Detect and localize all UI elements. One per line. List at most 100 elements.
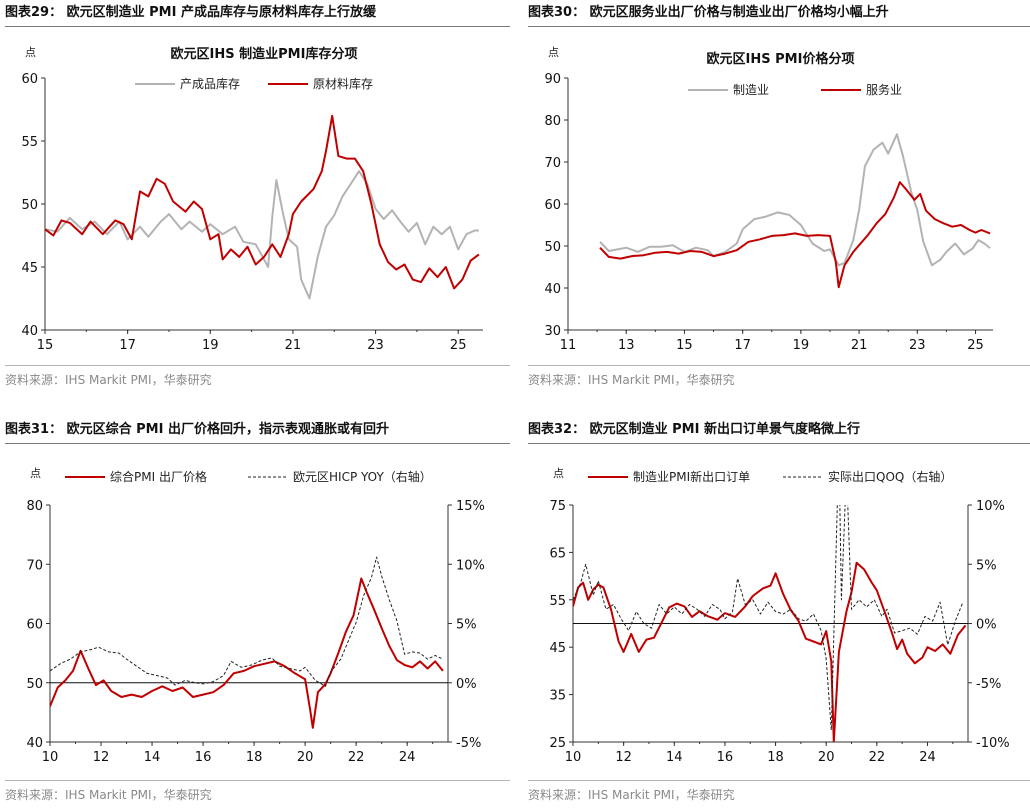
series-line-1 [573, 505, 964, 731]
x-tick-label: 20 [297, 750, 314, 765]
y2-tick-label: -5% [976, 677, 1001, 692]
y-tick-label: 50 [21, 198, 38, 213]
y-axis-unit: 点 [30, 467, 41, 480]
legend-label-1: 实际出口QOQ（右轴） [828, 469, 952, 484]
x-tick-label: 23 [909, 338, 926, 353]
x-tick-label: 23 [367, 338, 384, 353]
y2-tick-label: -10% [976, 736, 1010, 751]
legend-label-1: 欧元区HICP YOY（右轴） [293, 469, 432, 484]
x-tick-label: 12 [93, 750, 110, 765]
y-tick-label: 40 [26, 736, 43, 751]
legend-label-1: 原材料库存 [313, 76, 373, 91]
series-line-0 [599, 133, 991, 267]
export-orders-chart: 点 25 35 45 55 65 75 -10% -5% 0% 5% 10% 10 12 14 16 18 20 2… [549, 467, 1010, 765]
x-tick-label: 16 [717, 750, 734, 765]
chart-heading: 图表32： 欧元区制造业 PMI 新出口订单景气度略微上行 [528, 417, 1030, 444]
panel-inventory: 图表29： 欧元区制造业 PMI 产成品库存与原材料库存上行放缓 欧元区IHS … [5, 0, 510, 400]
x-tick-label: 22 [348, 750, 365, 765]
legend-label-0: 制造业PMI新出口订单 [633, 469, 750, 484]
y-tick-label: 55 [21, 135, 38, 150]
y-tick-label: 70 [26, 558, 43, 573]
x-tick-label: 17 [734, 338, 751, 353]
x-tick-label: 14 [666, 750, 683, 765]
x-tick-label: 10 [42, 750, 59, 765]
x-tick-label: 17 [119, 338, 136, 353]
x-tick-label: 19 [793, 338, 810, 353]
y-tick-label: 45 [549, 641, 566, 656]
y-tick-label: 25 [549, 736, 566, 751]
x-tick-label: 25 [967, 338, 984, 353]
y-tick-label: 65 [549, 546, 566, 561]
panel-price: 图表30： 欧元区服务业出厂价格与制造业出厂价格均小幅上升 欧元区IHS PMI… [528, 0, 1030, 400]
series-line-0 [50, 577, 444, 729]
series-line-0 [573, 561, 967, 742]
panel-composite-price: 图表31： 欧元区综合 PMI 出厂价格回升，指示表观通胀或有回升 点 40 50 6… [5, 417, 510, 810]
x-tick-label: 25 [450, 338, 467, 353]
y-tick-label: 30 [544, 324, 561, 339]
chart-title: 欧元区IHS 制造业PMI库存分项 [171, 46, 358, 62]
x-tick-label: 20 [818, 750, 835, 765]
x-tick-label: 13 [618, 338, 635, 353]
chart-heading: 图表29： 欧元区制造业 PMI 产成品库存与原材料库存上行放缓 [5, 0, 510, 27]
x-tick-label: 21 [851, 338, 868, 353]
x-tick-label: 15 [676, 338, 693, 353]
panel-export-orders: 图表32： 欧元区制造业 PMI 新出口订单景气度略微上行 点 25 35 45 55 6… [528, 417, 1030, 810]
y-tick-label: 60 [21, 72, 38, 87]
y-tick-label: 55 [549, 594, 566, 609]
legend-label-0: 产成品库存 [180, 76, 240, 91]
y-tick-label: 40 [21, 324, 38, 339]
y-tick-label: 35 [549, 689, 566, 704]
y-axis-unit: 点 [25, 46, 36, 59]
x-tick-label: 12 [615, 750, 632, 765]
chart-source: 资料来源：IHS Markit PMI，华泰研究 [528, 365, 1030, 388]
y2-tick-label: 5% [976, 558, 997, 573]
y-tick-label: 75 [549, 499, 566, 514]
x-tick-label: 10 [565, 750, 582, 765]
y-tick-label: 40 [544, 282, 561, 297]
y-tick-label: 45 [21, 261, 38, 276]
x-tick-label: 22 [869, 750, 886, 765]
y-tick-label: 50 [26, 677, 43, 692]
x-tick-label: 19 [202, 338, 219, 353]
y-axis-unit: 点 [553, 467, 564, 480]
y-tick-label: 80 [544, 114, 561, 129]
y-axis-unit: 点 [548, 46, 559, 59]
inventory-chart: 欧元区IHS 制造业PMI库存分项 点 40 45 50 55 60 15 17 19 21 23 25… [21, 46, 483, 353]
chart-heading: 图表30： 欧元区服务业出厂价格与制造业出厂价格均小幅上升 [528, 0, 1030, 27]
y2-tick-label: 15% [456, 499, 485, 514]
y-tick-label: 50 [544, 240, 561, 255]
y-tick-label: 90 [544, 72, 561, 87]
legend-label-0: 制造业 [733, 83, 769, 97]
y2-tick-label: 5% [456, 618, 477, 633]
chart-source: 资料来源：IHS Markit PMI，华泰研究 [528, 780, 1030, 803]
y-tick-label: 80 [26, 499, 43, 514]
chart-heading: 图表31： 欧元区综合 PMI 出厂价格回升，指示表观通胀或有回升 [5, 417, 510, 444]
x-tick-label: 15 [37, 338, 54, 353]
x-tick-label: 18 [246, 750, 263, 765]
legend-label-0: 综合PMI 出厂价格 [110, 469, 207, 484]
series-line-1 [45, 114, 480, 290]
x-tick-label: 24 [399, 750, 416, 765]
y-tick-label: 60 [544, 198, 561, 213]
x-tick-label: 18 [767, 750, 784, 765]
y2-tick-label: 0% [456, 677, 477, 692]
x-tick-label: 21 [285, 338, 302, 353]
chart-source: 资料来源：IHS Markit PMI，华泰研究 [5, 780, 510, 803]
x-tick-label: 24 [919, 750, 936, 765]
y2-tick-label: 10% [456, 558, 485, 573]
series-line-1 [599, 181, 991, 289]
x-tick-label: 14 [144, 750, 161, 765]
y-tick-label: 60 [26, 618, 43, 633]
y2-tick-label: 0% [976, 618, 997, 633]
composite-price-chart: 点 40 50 60 70 80 -5% 0% 5% 10% 15% 10 12 14 16 18 20 22 24… [26, 467, 485, 765]
legend-label-1: 服务业 [866, 82, 902, 97]
series-line-0 [45, 170, 479, 300]
chart-source: 资料来源：IHS Markit PMI，华泰研究 [5, 365, 510, 388]
x-tick-label: 11 [560, 338, 577, 353]
x-tick-label: 16 [195, 750, 212, 765]
series-line-1 [50, 556, 444, 687]
chart-title: 欧元区IHS PMI价格分项 [707, 51, 855, 67]
y2-tick-label: -5% [456, 736, 481, 751]
y2-tick-label: 10% [976, 499, 1005, 514]
y-tick-label: 70 [544, 156, 561, 171]
